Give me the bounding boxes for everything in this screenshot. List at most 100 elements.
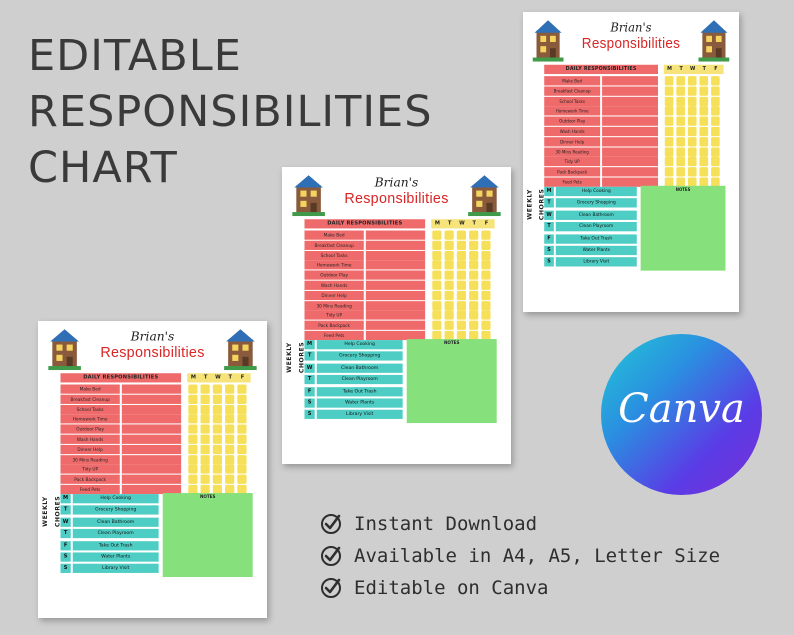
check-cell[interactable] bbox=[456, 230, 467, 240]
check-cell[interactable] bbox=[711, 116, 720, 126]
check-cell[interactable] bbox=[444, 230, 454, 240]
task-field[interactable] bbox=[121, 434, 182, 444]
check-cell[interactable] bbox=[676, 157, 685, 167]
check-cell[interactable] bbox=[212, 424, 223, 434]
task-label[interactable]: Tidy UP bbox=[304, 310, 364, 320]
check-cell[interactable] bbox=[469, 330, 479, 341]
check-cell[interactable] bbox=[237, 394, 247, 404]
check-cell[interactable] bbox=[687, 116, 697, 126]
check-cell[interactable] bbox=[481, 280, 491, 290]
task-field[interactable] bbox=[602, 177, 658, 187]
check-cell[interactable] bbox=[212, 434, 223, 444]
check-cell[interactable] bbox=[200, 404, 210, 414]
check-cell[interactable] bbox=[481, 240, 491, 250]
task-label[interactable]: Pack Backpack bbox=[544, 167, 601, 177]
check-cell[interactable] bbox=[664, 136, 674, 147]
task-field[interactable] bbox=[602, 126, 658, 137]
task-label[interactable]: School Tasks bbox=[304, 250, 364, 260]
task-field[interactable] bbox=[602, 116, 658, 126]
check-cell[interactable] bbox=[456, 270, 467, 280]
check-cell[interactable] bbox=[237, 454, 247, 464]
check-cell[interactable] bbox=[676, 126, 685, 137]
check-cell[interactable] bbox=[664, 157, 674, 167]
weekly-chore[interactable]: Clean Playroom bbox=[72, 529, 159, 539]
check-cell[interactable] bbox=[444, 280, 454, 290]
check-cell[interactable] bbox=[188, 434, 198, 444]
check-cell[interactable] bbox=[699, 177, 709, 187]
check-cell[interactable] bbox=[444, 310, 454, 320]
task-field[interactable] bbox=[365, 310, 426, 320]
check-cell[interactable] bbox=[687, 106, 697, 116]
task-field[interactable] bbox=[602, 136, 658, 147]
check-cell[interactable] bbox=[444, 300, 454, 310]
check-cell[interactable] bbox=[200, 424, 210, 434]
check-cell[interactable] bbox=[188, 394, 198, 404]
weekly-chore[interactable]: Help Cooking bbox=[72, 494, 159, 504]
check-cell[interactable] bbox=[432, 300, 442, 310]
task-label[interactable]: Dinner Help bbox=[544, 136, 601, 147]
check-cell[interactable] bbox=[456, 320, 467, 331]
check-cell[interactable] bbox=[188, 414, 198, 424]
task-field[interactable] bbox=[121, 444, 182, 454]
check-cell[interactable] bbox=[212, 394, 223, 404]
check-cell[interactable] bbox=[212, 404, 223, 414]
check-cell[interactable] bbox=[711, 157, 720, 167]
weekly-chore[interactable]: Library Visit bbox=[72, 564, 159, 574]
task-label[interactable]: 30 Mins Reading bbox=[544, 147, 601, 157]
check-cell[interactable] bbox=[237, 424, 247, 434]
task-label[interactable]: School Tasks bbox=[60, 404, 120, 414]
check-cell[interactable] bbox=[664, 177, 674, 187]
weekly-chore[interactable]: Grocery Shopping bbox=[316, 351, 403, 361]
check-cell[interactable] bbox=[664, 167, 674, 177]
check-cell[interactable] bbox=[699, 136, 709, 147]
check-cell[interactable] bbox=[687, 167, 697, 177]
check-cell[interactable] bbox=[456, 240, 467, 250]
task-label[interactable]: Homework Time bbox=[304, 260, 364, 270]
check-cell[interactable] bbox=[212, 384, 223, 394]
task-label[interactable]: Dinner Help bbox=[304, 290, 364, 300]
task-label[interactable]: Breakfast Cleanup bbox=[60, 394, 120, 404]
task-field[interactable] bbox=[121, 484, 182, 495]
task-label[interactable]: Feed Pets bbox=[544, 177, 601, 187]
check-cell[interactable] bbox=[481, 230, 491, 240]
check-cell[interactable] bbox=[432, 230, 442, 240]
task-label[interactable]: Tidy UP bbox=[60, 464, 120, 474]
check-cell[interactable] bbox=[225, 384, 235, 394]
check-cell[interactable] bbox=[200, 454, 210, 464]
check-cell[interactable] bbox=[469, 250, 479, 260]
check-cell[interactable] bbox=[664, 76, 674, 86]
check-cell[interactable] bbox=[699, 147, 709, 157]
check-cell[interactable] bbox=[432, 330, 442, 341]
check-cell[interactable] bbox=[432, 310, 442, 320]
check-cell[interactable] bbox=[444, 320, 454, 331]
check-cell[interactable] bbox=[225, 434, 235, 444]
check-cell[interactable] bbox=[432, 270, 442, 280]
check-cell[interactable] bbox=[676, 106, 685, 116]
check-cell[interactable] bbox=[225, 454, 235, 464]
task-label[interactable]: Tidy UP bbox=[544, 157, 601, 167]
task-label[interactable]: Breakfast Cleanup bbox=[304, 240, 364, 250]
task-label[interactable]: 30 Mins Reading bbox=[60, 454, 120, 464]
check-cell[interactable] bbox=[481, 300, 491, 310]
check-cell[interactable] bbox=[469, 310, 479, 320]
check-cell[interactable] bbox=[225, 474, 235, 485]
check-cell[interactable] bbox=[469, 270, 479, 280]
check-cell[interactable] bbox=[687, 76, 697, 86]
check-cell[interactable] bbox=[456, 290, 467, 300]
check-cell[interactable] bbox=[237, 434, 247, 444]
weekly-chore[interactable]: Help Cooking bbox=[555, 186, 637, 197]
task-label[interactable]: Feed Pets bbox=[304, 330, 364, 341]
check-cell[interactable] bbox=[200, 384, 210, 394]
task-label[interactable]: School Tasks bbox=[544, 96, 601, 106]
check-cell[interactable] bbox=[469, 260, 479, 270]
check-cell[interactable] bbox=[237, 384, 247, 394]
check-cell[interactable] bbox=[711, 96, 720, 106]
check-cell[interactable] bbox=[188, 464, 198, 474]
check-cell[interactable] bbox=[469, 280, 479, 290]
check-cell[interactable] bbox=[469, 240, 479, 250]
check-cell[interactable] bbox=[212, 444, 223, 454]
check-cell[interactable] bbox=[456, 330, 467, 341]
check-cell[interactable] bbox=[469, 230, 479, 240]
check-cell[interactable] bbox=[664, 147, 674, 157]
check-cell[interactable] bbox=[676, 167, 685, 177]
